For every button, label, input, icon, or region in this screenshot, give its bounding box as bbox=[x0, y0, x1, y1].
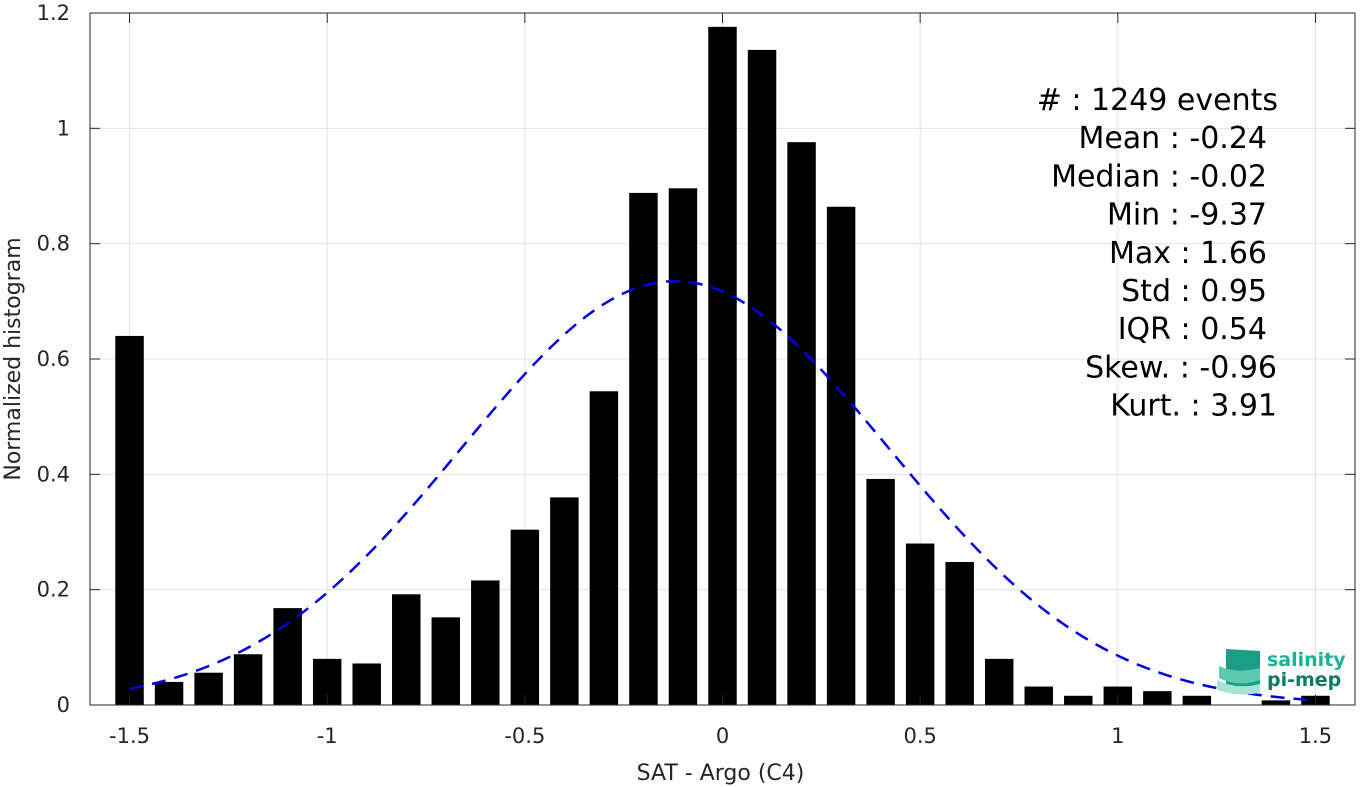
waves-icon bbox=[1217, 649, 1260, 695]
y-tick-label: 1.2 bbox=[37, 1, 70, 25]
histogram-bar bbox=[471, 580, 500, 705]
stats-line: IQR : 0.54 bbox=[1118, 312, 1267, 347]
x-tick-label: -0.5 bbox=[504, 724, 545, 748]
stats-line: # : 1249 events bbox=[1037, 83, 1278, 118]
histogram-bar bbox=[194, 672, 223, 705]
histogram-bar bbox=[826, 206, 856, 705]
gaussian-fit-curve bbox=[129, 279, 1316, 702]
histogram-bar bbox=[1261, 700, 1291, 705]
stats-line: Kurt. : 3.91 bbox=[1110, 389, 1277, 424]
histogram-bar bbox=[668, 188, 698, 706]
x-tick-label: 1.5 bbox=[1299, 724, 1332, 748]
histogram-bar bbox=[747, 49, 777, 705]
stats-line: Std : 0.95 bbox=[1121, 274, 1267, 309]
x-tick-label: 1 bbox=[1111, 724, 1124, 748]
y-tick-label: 0.2 bbox=[37, 578, 70, 602]
stats-line: Min : -9.37 bbox=[1107, 198, 1267, 233]
histogram-bar bbox=[905, 543, 935, 705]
y-tick-label: 0.8 bbox=[37, 232, 70, 256]
y-tick-label: 0.6 bbox=[37, 347, 70, 371]
histogram-bar bbox=[1182, 695, 1212, 705]
histogram-bar bbox=[1024, 686, 1053, 705]
histogram-bar bbox=[945, 561, 974, 705]
histogram-bar bbox=[115, 335, 144, 705]
x-tick-label: -1.5 bbox=[109, 724, 150, 748]
histogram-bar bbox=[708, 26, 737, 705]
x-tick-label: -1 bbox=[317, 724, 338, 748]
stats-line: Max : 1.66 bbox=[1109, 236, 1267, 271]
stats-line: Mean : -0.24 bbox=[1078, 121, 1267, 156]
histogram-bar bbox=[392, 594, 421, 705]
histogram-bar bbox=[629, 192, 658, 706]
y-axis-label: Normalized histogram bbox=[1, 237, 26, 480]
histogram-bar bbox=[154, 681, 184, 705]
x-tick-label: 0 bbox=[716, 724, 729, 748]
histogram-bars bbox=[115, 26, 1330, 706]
histogram-bar bbox=[589, 391, 619, 705]
histogram-bar bbox=[233, 654, 263, 705]
histogram-bar bbox=[352, 663, 381, 705]
histogram-bar bbox=[550, 497, 579, 705]
y-tick-label: 0 bbox=[57, 693, 70, 717]
y-tick-label: 0.4 bbox=[37, 462, 70, 486]
histogram-bar bbox=[1064, 695, 1093, 705]
histogram-bar bbox=[510, 529, 540, 705]
histogram-bar bbox=[787, 142, 816, 705]
histogram-bar bbox=[1143, 691, 1172, 705]
stats-line: Skew. : -0.96 bbox=[1085, 350, 1277, 385]
histogram-bar bbox=[866, 478, 895, 705]
x-tick-label: 0.5 bbox=[903, 724, 936, 748]
logo-text-pi-mep: pi-mep bbox=[1267, 669, 1341, 691]
logo-text-salinity: salinity bbox=[1267, 649, 1346, 671]
histogram-bar bbox=[984, 658, 1014, 705]
x-axis-ticks: -1.5 -1 -0.5 0 0.5 1 1.5 bbox=[109, 13, 1332, 748]
salinity-pi-mep-logo: salinity pi-mep bbox=[1217, 649, 1346, 695]
y-axis-ticks: 0 0.2 0.4 0.6 0.8 1 1.2 bbox=[37, 1, 1355, 717]
histogram-bar bbox=[431, 617, 461, 705]
y-tick-label: 1 bbox=[57, 116, 70, 140]
x-axis-label: SAT - Argo (C4) bbox=[637, 761, 805, 786]
stats-line: Median : -0.02 bbox=[1051, 159, 1267, 194]
